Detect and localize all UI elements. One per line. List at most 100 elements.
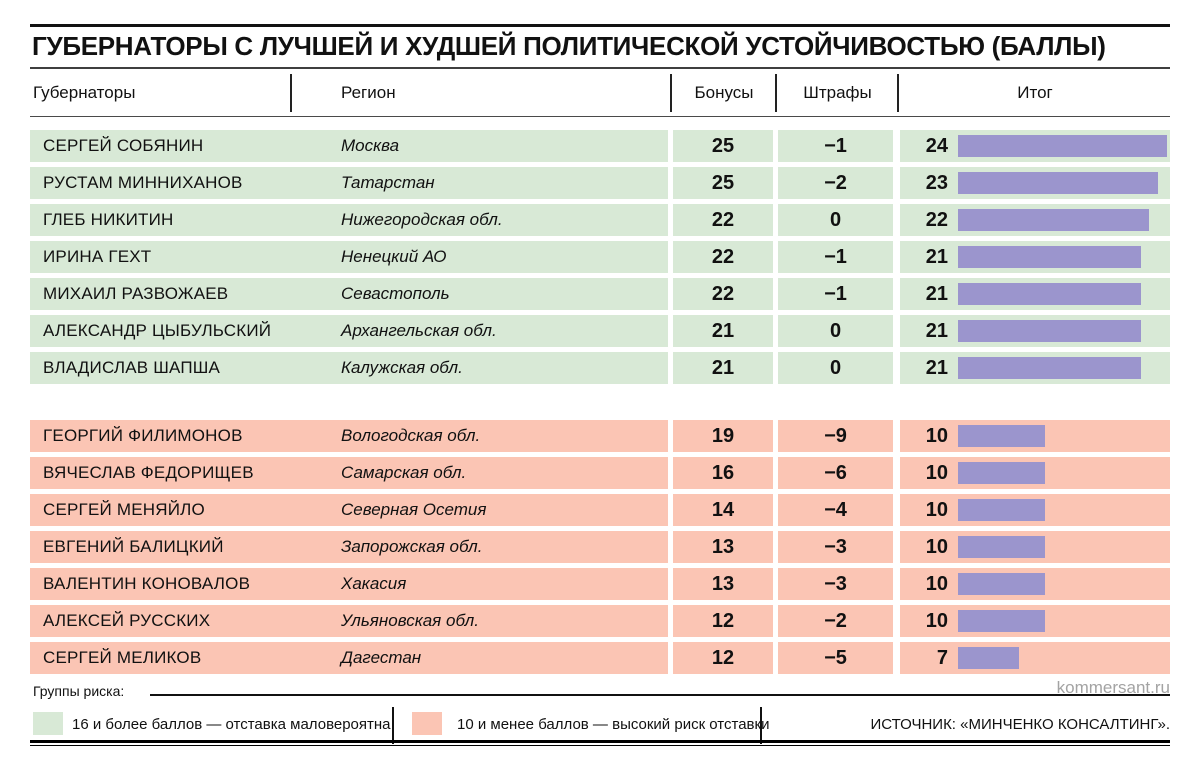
total-value: 7	[936, 646, 948, 669]
table-row: ВЛАДИСЛАВ ШАПША Калужская обл. 21 0 21	[30, 352, 1170, 384]
bonus-cell: 19	[673, 420, 773, 452]
total-bar	[958, 610, 1045, 632]
table-row: АЛЕКСАНДР ЦЫБУЛЬСКИЙ Архангельская обл. …	[30, 315, 1170, 347]
bonus-cell: 14	[673, 494, 773, 526]
total-cell: 10	[900, 531, 1170, 563]
total-bar	[958, 357, 1141, 379]
region-name: Дагестан	[341, 648, 422, 667]
page-title: ГУБЕРНАТОРЫ С ЛУЧШЕЙ И ХУДШЕЙ ПОЛИТИЧЕСК…	[32, 31, 1106, 61]
total-value: 10	[925, 609, 948, 632]
penalty-cell: −3	[778, 568, 893, 600]
risk-groups-rule	[150, 694, 1170, 696]
governor-name: ИРИНА ГЕХТ	[43, 247, 152, 266]
penalty-cell: −1	[778, 278, 893, 310]
region-name: Хакасия	[341, 574, 407, 593]
legend-swatch-high-risk	[412, 712, 442, 735]
table-row: АЛЕКСЕЙ РУССКИХ Ульяновская обл. 12 −2 1…	[30, 605, 1170, 637]
bonus-cell: 12	[673, 605, 773, 637]
table-row: РУСТАМ МИННИХАНОВ Татарстан 25 −2 23	[30, 167, 1170, 199]
bonus-cell: 25	[673, 167, 773, 199]
total-cell: 21	[900, 241, 1170, 273]
table-row: ВАЛЕНТИН КОНОВАЛОВ Хакасия 13 −3 10	[30, 568, 1170, 600]
governor-name: ЕВГЕНИЙ БАЛИЦКИЙ	[43, 537, 224, 556]
total-cell: 21	[900, 315, 1170, 347]
total-cell: 10	[900, 568, 1170, 600]
column-divider	[670, 74, 672, 112]
governor-name: ГЛЕБ НИКИТИН	[43, 210, 174, 229]
bonus-cell: 25	[673, 130, 773, 162]
penalty-cell: 0	[778, 315, 893, 347]
total-value: 10	[925, 461, 948, 484]
region-name: Вологодская обл.	[341, 426, 481, 445]
governor-name: СЕРГЕЙ СОБЯНИН	[43, 136, 204, 155]
governor-name: СЕРГЕЙ МЕЛИКОВ	[43, 648, 202, 667]
penalty-cell: −2	[778, 605, 893, 637]
penalty-cell: −1	[778, 130, 893, 162]
bonus-cell: 13	[673, 531, 773, 563]
table-row: ИРИНА ГЕХТ Ненецкий АО 22 −1 21	[30, 241, 1170, 273]
table-row: СЕРГЕЙ СОБЯНИН Москва 25 −1 24	[30, 130, 1170, 162]
source-credit: ИСТОЧНИК: «МИНЧЕНКО КОНСАЛТИНГ».	[870, 716, 1170, 733]
header-region: Регион	[341, 82, 396, 102]
governor-region-cell: СЕРГЕЙ МЕНЯЙЛО Северная Осетия	[30, 494, 668, 526]
region-name: Архангельская обл.	[341, 321, 497, 340]
governor-region-cell: ГЛЕБ НИКИТИН Нижегородская обл.	[30, 204, 668, 236]
penalty-cell: −4	[778, 494, 893, 526]
total-cell: 21	[900, 352, 1170, 384]
total-bar	[958, 246, 1141, 268]
penalty-cell: −3	[778, 531, 893, 563]
table-row: ВЯЧЕСЛАВ ФЕДОРИЩЕВ Самарская обл. 16 −6 …	[30, 457, 1170, 489]
governor-region-cell: РУСТАМ МИННИХАНОВ Татарстан	[30, 167, 668, 199]
bonus-cell: 22	[673, 278, 773, 310]
column-divider	[775, 74, 777, 112]
penalty-cell: −6	[778, 457, 893, 489]
bonus-cell: 21	[673, 352, 773, 384]
region-name: Самарская обл.	[341, 463, 467, 482]
bonus-cell: 21	[673, 315, 773, 347]
penalty-cell: −9	[778, 420, 893, 452]
governor-region-cell: МИХАИЛ РАЗВОЖАЕВ Севастополь	[30, 278, 668, 310]
column-divider	[897, 74, 899, 112]
bonus-cell: 12	[673, 642, 773, 674]
governor-name: ВЯЧЕСЛАВ ФЕДОРИЩЕВ	[43, 463, 254, 482]
high-risk-section: ГЕОРГИЙ ФИЛИМОНОВ Вологодская обл. 19 −9…	[30, 420, 1170, 679]
total-value: 22	[925, 208, 948, 231]
total-cell: 10	[900, 420, 1170, 452]
total-bar	[958, 172, 1159, 194]
governor-region-cell: ЕВГЕНИЙ БАЛИЦКИЙ Запорожская обл.	[30, 531, 668, 563]
total-bar	[958, 462, 1045, 484]
governor-region-cell: ВЛАДИСЛАВ ШАПША Калужская обл.	[30, 352, 668, 384]
penalty-cell: −2	[778, 167, 893, 199]
total-bar	[958, 573, 1045, 595]
bonus-cell: 22	[673, 204, 773, 236]
governor-region-cell: СЕРГЕЙ СОБЯНИН Москва	[30, 130, 668, 162]
header-governors: Губернаторы	[33, 82, 136, 102]
watermark: kommersant.ru	[1056, 678, 1170, 697]
region-name: Нижегородская обл.	[341, 210, 503, 229]
total-bar	[958, 425, 1045, 447]
penalty-cell: 0	[778, 204, 893, 236]
region-name: Севастополь	[341, 284, 450, 303]
top-rule	[30, 24, 1170, 27]
title-rule	[30, 67, 1170, 69]
penalty-cell: −1	[778, 241, 893, 273]
header-total: Итог	[1017, 82, 1053, 102]
region-name: Запорожская обл.	[341, 537, 483, 556]
penalty-cell: −5	[778, 642, 893, 674]
table-row: ГЕОРГИЙ ФИЛИМОНОВ Вологодская обл. 19 −9…	[30, 420, 1170, 452]
total-bar	[958, 647, 1019, 669]
total-cell: 10	[900, 605, 1170, 637]
bonus-cell: 22	[673, 241, 773, 273]
total-cell: 10	[900, 494, 1170, 526]
table-row: МИХАИЛ РАЗВОЖАЕВ Севастополь 22 −1 21	[30, 278, 1170, 310]
total-value: 23	[925, 171, 948, 194]
column-divider	[290, 74, 292, 112]
total-bar	[958, 536, 1045, 558]
total-bar	[958, 209, 1150, 231]
region-name: Ненецкий АО	[341, 247, 447, 266]
total-bar	[958, 135, 1167, 157]
header-penalties: Штрафы	[803, 82, 872, 102]
table-row: СЕРГЕЙ МЕЛИКОВ Дагестан 12 −5 7	[30, 642, 1170, 674]
bonus-cell: 16	[673, 457, 773, 489]
